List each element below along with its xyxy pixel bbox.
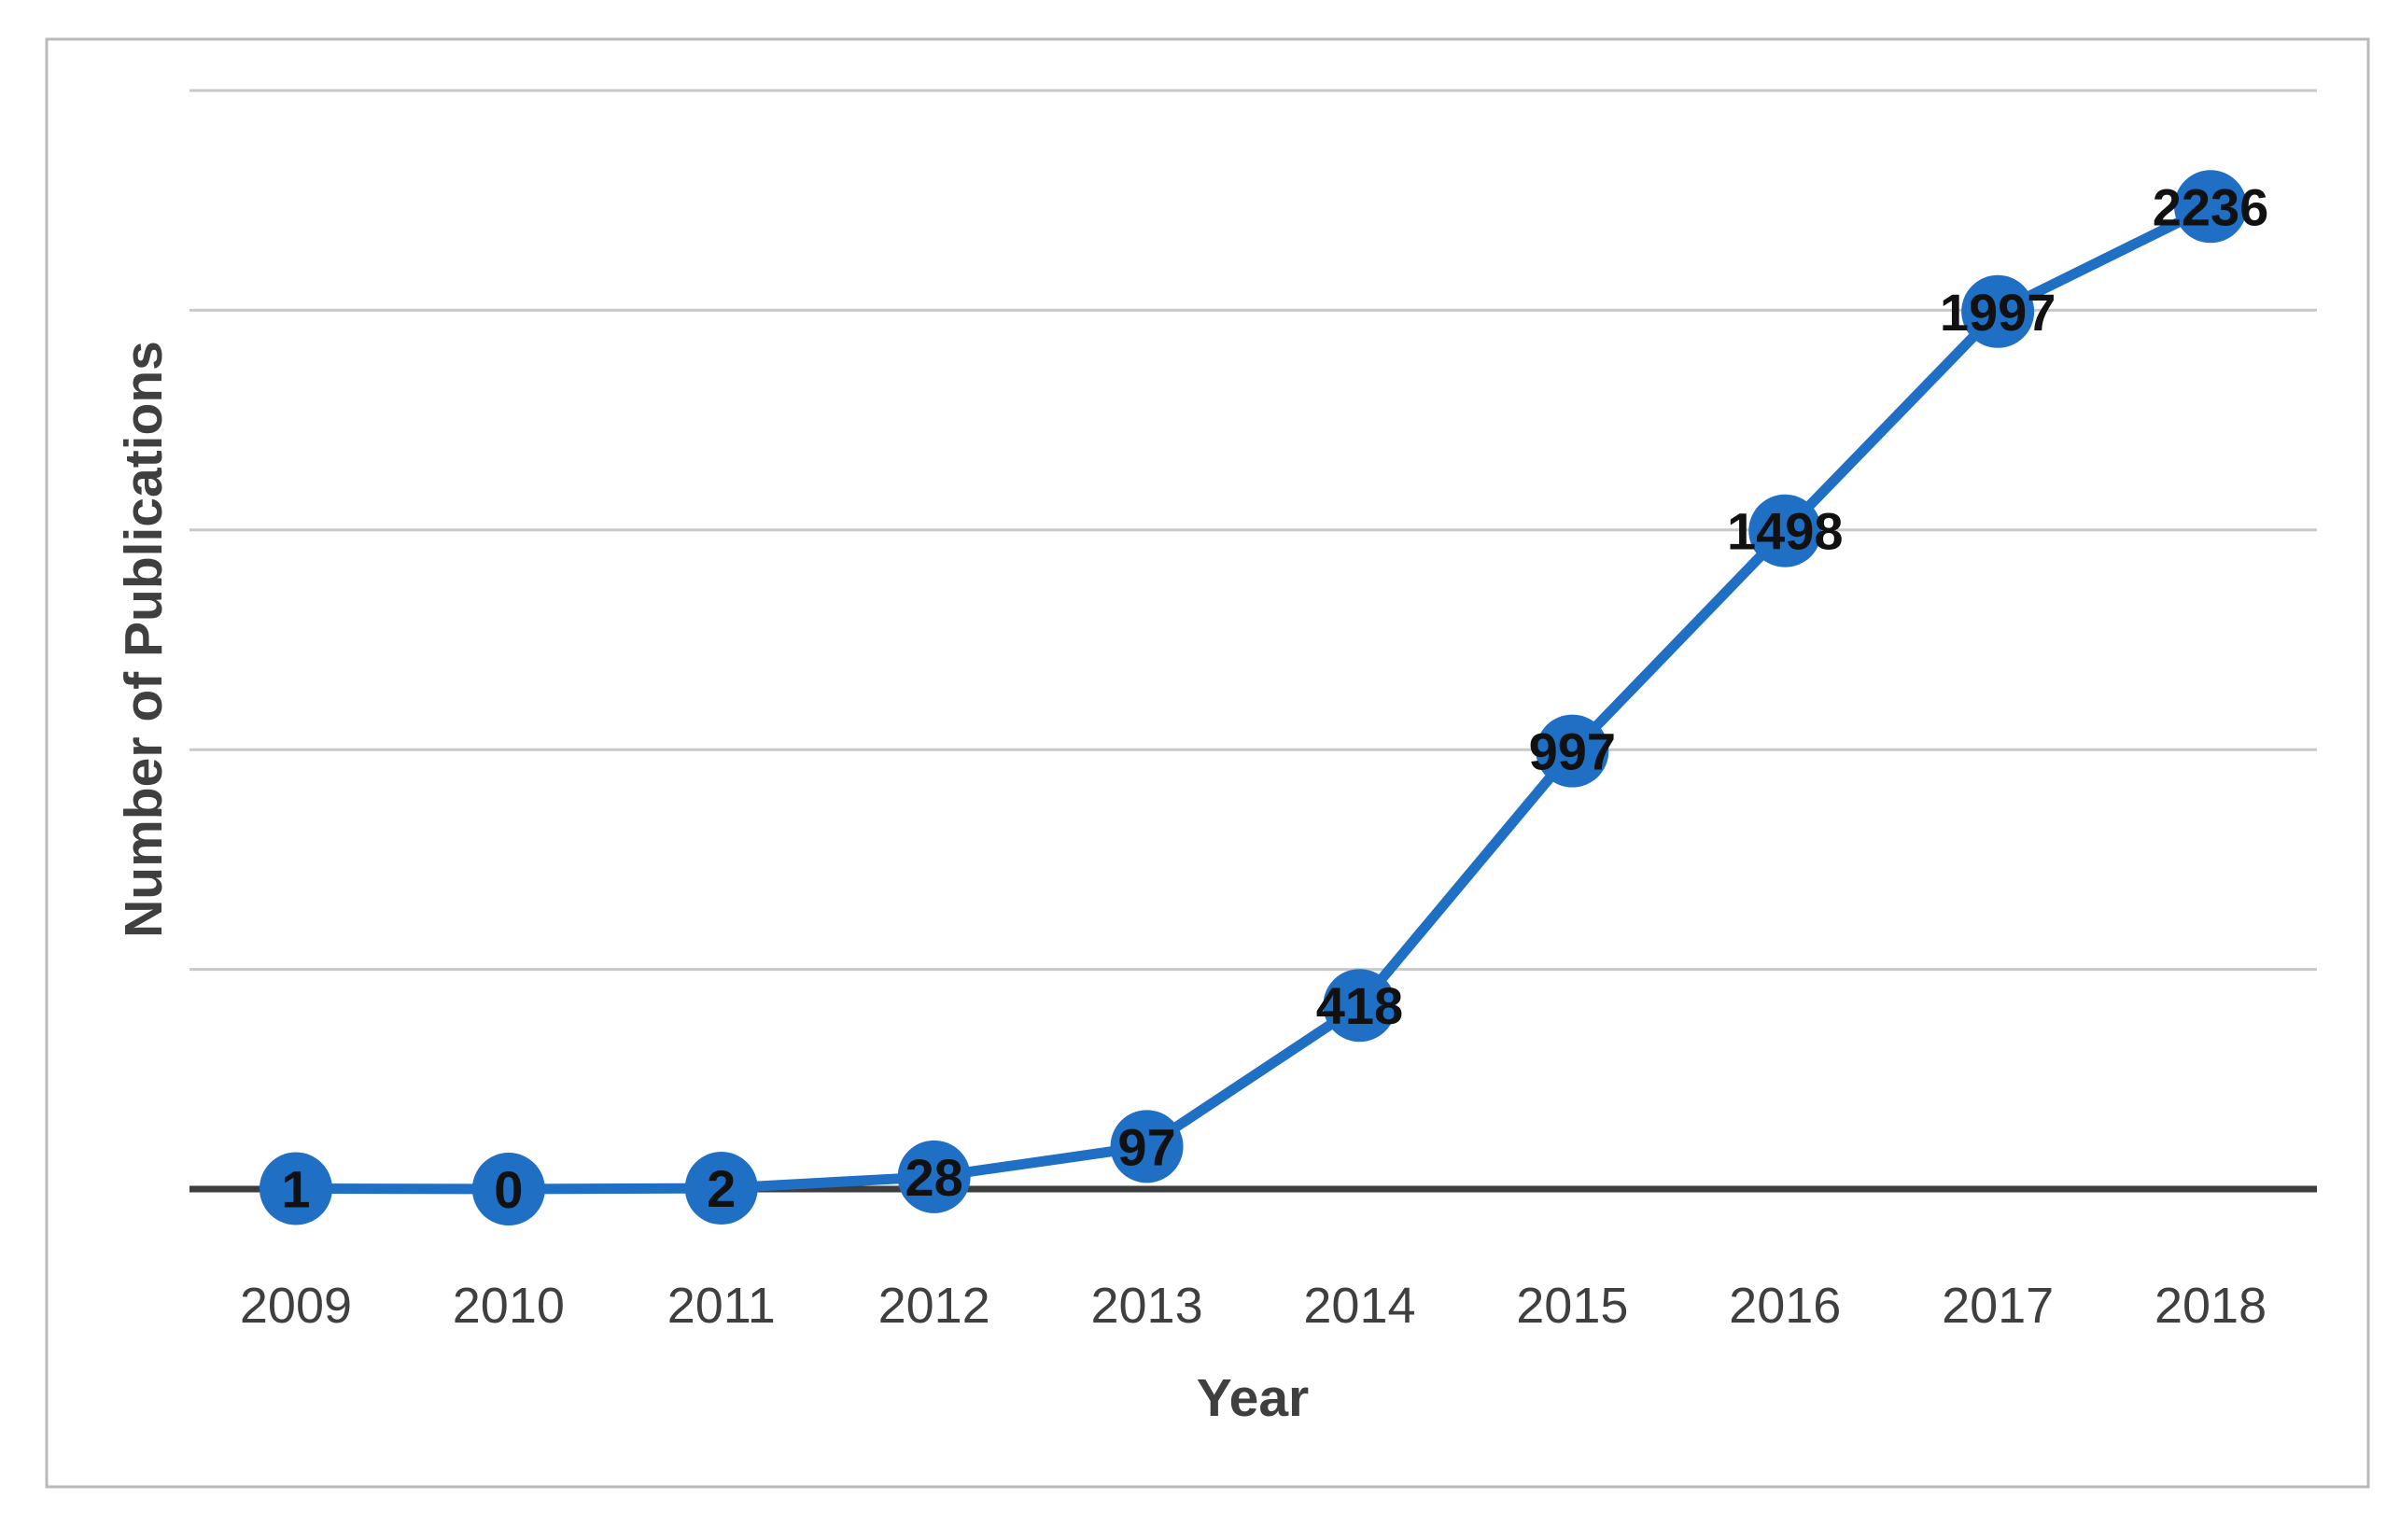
x-tick-label: 2009: [240, 1278, 352, 1334]
data-point-marker: [684, 1152, 758, 1225]
x-tick-label: 2014: [1303, 1278, 1415, 1334]
data-point-marker: [1961, 274, 2035, 348]
data-point-marker: [897, 1140, 971, 1213]
data-point-label: 2: [707, 1159, 736, 1218]
x-tick-label: 2010: [453, 1278, 565, 1334]
x-axis-title: Year: [1197, 1368, 1309, 1428]
data-point-marker: [1110, 1110, 1184, 1183]
data-point-label: 28: [905, 1148, 963, 1207]
x-tick-labels: 2009 2010 2011 2012 2013 2014 2015 2016 2017 2018: [240, 1278, 2267, 1334]
data-point-label: 1498: [1727, 502, 1844, 561]
data-point-marker: [2174, 170, 2248, 244]
data-point-markers: [259, 170, 2248, 1225]
data-point-marker: [1536, 714, 1609, 788]
x-tick-label: 2018: [2154, 1278, 2267, 1334]
x-tick-label: 2017: [1942, 1278, 2054, 1334]
data-point-label: 97: [1117, 1117, 1175, 1176]
data-point-label: 418: [1316, 976, 1403, 1035]
data-point-label: 1: [281, 1160, 310, 1219]
series-line: [290, 201, 2216, 1195]
chart-border: [45, 37, 2370, 1489]
data-point-label: 1997: [1940, 283, 2056, 342]
y-axis-title: Number of Publications: [114, 341, 174, 938]
x-tick-label: 2015: [1516, 1278, 1628, 1334]
x-tick-label: 2016: [1729, 1278, 1841, 1334]
x-tick-label: 2012: [878, 1278, 990, 1334]
data-point-label: 0: [494, 1160, 523, 1219]
data-point-marker: [1323, 969, 1396, 1043]
data-point-marker: [471, 1153, 545, 1225]
data-point-label: 997: [1529, 722, 1616, 781]
data-point-labels: 1 0 2 28 97 418 997 1498 1997 2236: [281, 177, 2268, 1219]
data-point-marker: [259, 1152, 332, 1225]
x-tick-label: 2013: [1090, 1278, 1202, 1334]
x-tick-label: 2011: [667, 1278, 776, 1334]
data-point-marker: [1748, 494, 1822, 567]
data-point-label: 2236: [2153, 177, 2269, 236]
